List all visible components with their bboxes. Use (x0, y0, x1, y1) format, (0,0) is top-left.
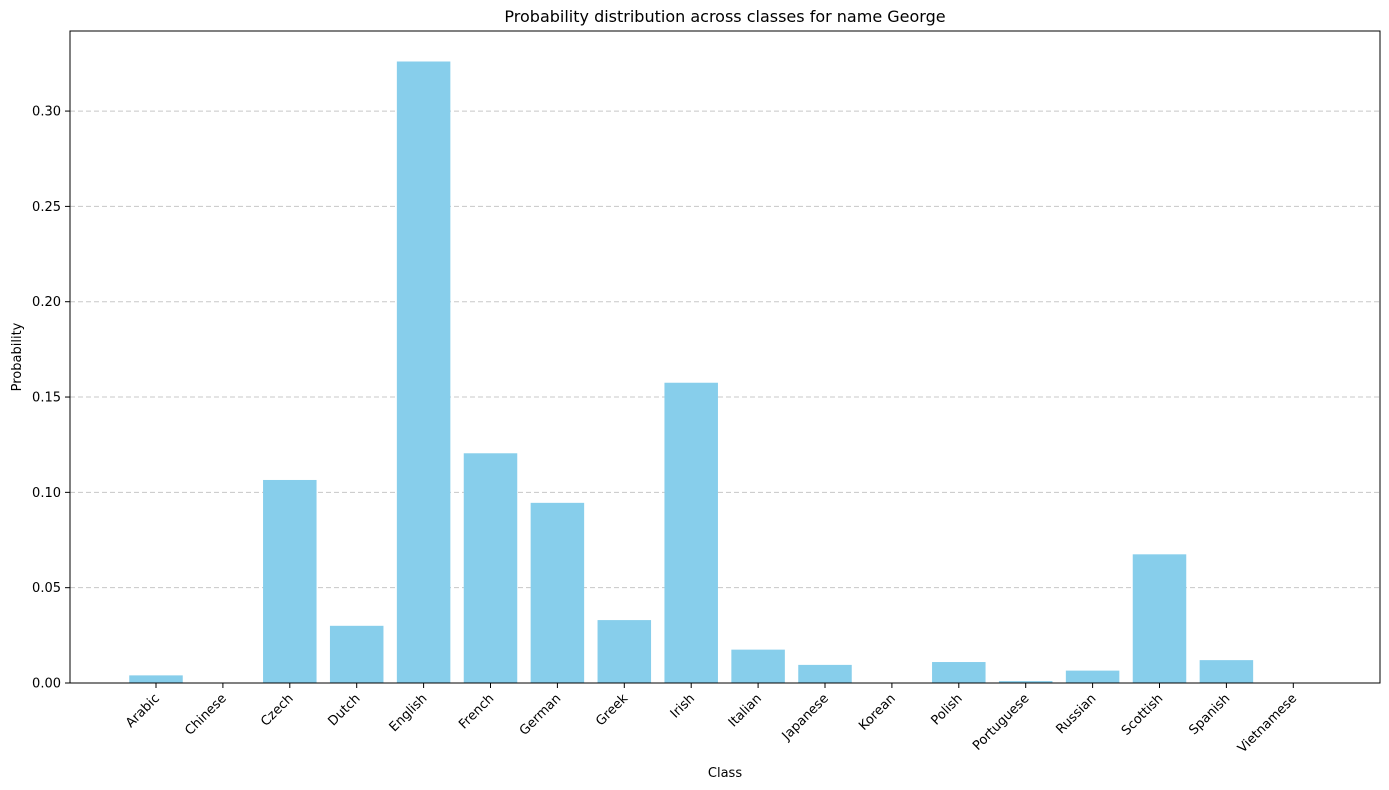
x-tick-label: Spanish (1186, 691, 1233, 738)
y-tick-label: 0.00 (32, 677, 61, 692)
y-tick-label: 0.05 (32, 581, 61, 596)
x-tick-label: German (517, 691, 564, 738)
y-tick-label: 0.15 (32, 391, 61, 406)
y-tick-label: 0.30 (32, 105, 61, 120)
bar-irish (664, 382, 718, 683)
bar-polish (932, 662, 986, 683)
x-tick-label: Portuguese (970, 691, 1032, 753)
x-tick-label: Greek (593, 691, 631, 729)
plot-frame (69, 30, 1381, 684)
bar-russian (1065, 670, 1120, 683)
x-tick-label: Czech (258, 691, 296, 729)
x-tick-label: Arabic (123, 691, 163, 731)
bar-portuguese (998, 681, 1053, 683)
y-axis-label: Probability (10, 322, 25, 391)
y-tick-label: 0.25 (32, 200, 61, 215)
bar-dutch (329, 625, 384, 683)
bar-english (396, 61, 451, 683)
y-tick-label: 0.20 (32, 295, 61, 310)
bar-japanese (798, 664, 852, 683)
x-tick-label: Vietnamese (1235, 691, 1300, 756)
bar-arabic (129, 675, 183, 683)
x-tick-label: French (456, 691, 497, 732)
x-axis-ticks: Arabic Chinese Czech Dutch English French Germ… (123, 683, 1300, 756)
x-tick-label: Russian (1053, 691, 1099, 737)
x-tick-label: Dutch (326, 691, 364, 729)
x-tick-label: Japanese (779, 691, 832, 744)
bar-german (530, 502, 585, 683)
y-tick-label: 0.10 (32, 486, 61, 501)
chart-title: Probability distribution across classes … (504, 7, 945, 26)
bars (129, 61, 1254, 683)
bar-greek (597, 620, 652, 683)
x-tick-label: Chinese (182, 691, 229, 738)
x-tick-label: Italian (726, 691, 765, 730)
x-axis-label: Class (708, 766, 742, 781)
x-tick-label: Polish (928, 691, 965, 728)
x-tick-label: Scottish (1119, 691, 1166, 738)
x-tick-label: English (387, 691, 431, 735)
bar-scottish (1132, 554, 1187, 683)
y-axis-ticks: 0.00 0.05 0.10 0.15 0.20 0.25 0.30 (32, 105, 70, 692)
x-tick-label: Irish (668, 691, 698, 721)
bar-italian (731, 649, 785, 683)
bar-czech (263, 479, 317, 683)
bar-french (463, 453, 518, 683)
x-tick-label: Korean (856, 691, 898, 733)
bar-spanish (1199, 660, 1254, 683)
